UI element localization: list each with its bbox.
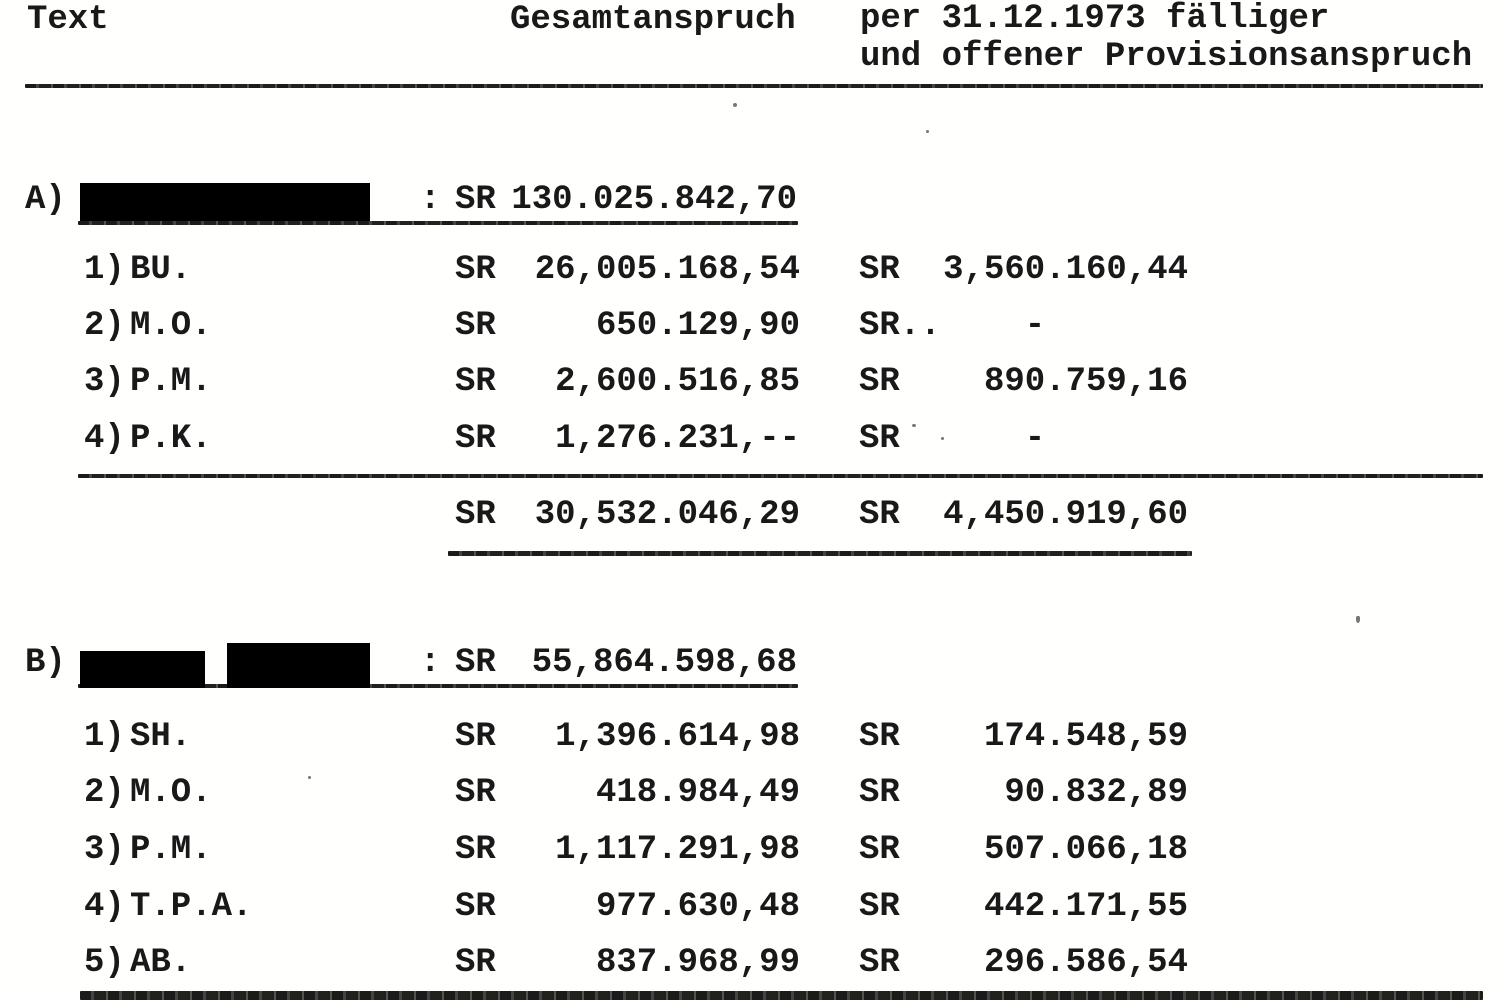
row-number: 3) [84,831,125,869]
row-name: M.O. [130,774,212,812]
section-b-header: B) : SR 55,864.598,68 [0,643,1500,685]
table-row: 4) T.P.A. SR 977.630,48 SR 442.171,55 [0,887,1500,929]
currency-label: SR [859,251,900,289]
row-number: 1) [84,251,125,289]
section-label: A) [25,181,66,219]
currency-label: SR [859,718,900,756]
currency-label: SR [859,888,900,926]
row-number: 2) [84,774,125,812]
subtotal-due-claim: 4,450.919,60 [943,496,1188,534]
table-row: 2) M.O. SR 418.984,49 SR 90.832,89 [0,773,1500,815]
table-row: 4) P.K. SR 1,276.231,-- SR - [0,419,1500,461]
total-claim-amount: 1,276.231,-- [555,420,800,458]
total-claim-amount: 2,600.516,85 [555,363,800,401]
currency-label: SR [455,888,496,926]
row-number: 4) [84,420,125,458]
section-b-underline [78,684,798,688]
currency-label: SR [859,363,900,401]
currency-label: SR [455,420,496,458]
rule-below-subtotal [448,551,1192,556]
table-row: 3) P.M. SR 1,117.291,98 SR 507.066,18 [0,830,1500,872]
section-total-amount: 130.025.842,70 [511,181,797,219]
table-row: 2) M.O. SR 650.129,90 SR.. - [0,306,1500,348]
total-claim-amount: 26,005.168,54 [534,251,800,289]
row-number: 5) [84,944,125,982]
row-name: P.K. [130,420,212,458]
table-row: 1) BU. SR 26,005.168,54 SR 3,560.160,44 [0,250,1500,292]
row-number: 1) [84,718,125,756]
section-a-underline [78,221,798,225]
subtotal-total-claim: 30,532.046,29 [534,496,800,534]
currency-label: SR [859,944,900,982]
row-name: T.P.A. [130,888,253,926]
currency-label: SR.. [859,307,941,345]
due-claim-amount: 296.586,54 [983,944,1188,982]
currency-label: SR [455,718,496,756]
redaction-box [80,183,370,223]
row-name: BU. [130,251,192,289]
row-number: 4) [84,888,125,926]
redaction-box [227,643,370,688]
subtotal-row: SR 30,532.046,29 SR 4,450.919,60 [0,495,1500,537]
due-claim-amount: 507.066,18 [983,831,1188,869]
due-claim-amount: 90.832,89 [1004,774,1188,812]
table-row: 1) SH. SR 1,396.614,98 SR 174.548,59 [0,717,1500,759]
row-name: SH. [130,718,192,756]
due-claim-amount: - [1024,307,1046,345]
row-number: 3) [84,363,125,401]
table-row: 3) P.M. SR 2,600.516,85 SR 890.759,16 [0,362,1500,404]
colon-separator: : [420,181,441,219]
redaction-box [80,651,205,688]
section-label: B) [25,644,66,682]
section-a-header: A) : SR 130.025.842,70 [0,180,1500,222]
total-claim-amount: 977.630,48 [595,888,800,926]
row-name: P.M. [130,363,212,401]
column-header-gesamtanspruch: Gesamtanspruch [510,1,796,39]
currency-label: SR [455,644,496,682]
row-name: M.O. [130,307,212,345]
row-name: AB. [130,944,192,982]
currency-label: SR [859,420,900,458]
total-claim-amount: 837.968,99 [595,944,800,982]
rule-above-subtotal [78,474,1483,478]
scan-speck [941,437,944,440]
header-rule [25,84,1483,88]
currency-label: SR [455,831,496,869]
due-claim-amount: 3,560.160,44 [943,251,1188,289]
currency-label: SR [859,831,900,869]
scan-speck [912,424,916,427]
colon-separator: : [420,644,441,682]
column-header-provisionsanspruch: per 31.12.1973 fälliger und offener Provi… [860,0,1472,76]
column-header-line2: und offener Provisionsanspruch [860,38,1473,76]
section-total-amount: 55,864.598,68 [531,644,797,682]
row-name: P.M. [130,831,212,869]
table-row: 5) AB. SR 837.968,99 SR 296.586,54 [0,943,1500,985]
currency-label: SR [455,181,496,219]
scan-speck [308,776,311,779]
due-claim-amount: 890.759,16 [983,363,1188,401]
scan-speck [926,130,929,133]
total-claim-amount: 418.984,49 [595,774,800,812]
currency-label: SR [455,774,496,812]
currency-label: SR [455,363,496,401]
scan-speck [1356,616,1360,623]
currency-label: SR [455,496,496,534]
currency-label: SR [455,251,496,289]
total-claim-amount: 1,117.291,98 [555,831,800,869]
due-claim-amount: 174.548,59 [983,718,1188,756]
bottom-rule [80,991,1483,1000]
total-claim-amount: 650.129,90 [595,307,800,345]
due-claim-amount: - [1024,420,1046,458]
row-number: 2) [84,307,125,345]
due-claim-amount: 442.171,55 [983,888,1188,926]
currency-label: SR [455,944,496,982]
currency-label: SR [859,774,900,812]
column-header-text: Text [27,1,109,39]
currency-label: SR [859,496,900,534]
scan-speck [733,103,737,107]
total-claim-amount: 1,396.614,98 [555,718,800,756]
column-header-line1: per 31.12.1973 fälliger [860,0,1330,38]
currency-label: SR [455,307,496,345]
